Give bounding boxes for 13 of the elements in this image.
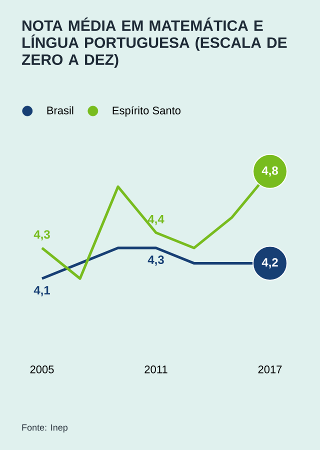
data-label: 4,2: [262, 258, 278, 268]
data-label: 4,4: [148, 215, 164, 226]
chart-title: NOTA MÉDIA EM MATEMÁTICA E LÍNGUA PORTUGUESA (ESCALA DE ZERO A DEZ): [22, 18, 287, 68]
source-note: Fonte: Inep: [22, 424, 68, 432]
legend-label: Brasil: [47, 106, 74, 114]
data-label: 4,3: [148, 255, 164, 266]
data-label: 4,8: [262, 166, 278, 177]
data-label: 4,3: [34, 230, 50, 240]
x-tick-label: 2011: [144, 366, 168, 374]
legend-label: Espírito Santo: [112, 106, 181, 117]
x-tick-label: 2005: [30, 366, 54, 374]
data-label: 4,1: [34, 286, 50, 296]
x-tick-label: 2017: [258, 366, 282, 374]
